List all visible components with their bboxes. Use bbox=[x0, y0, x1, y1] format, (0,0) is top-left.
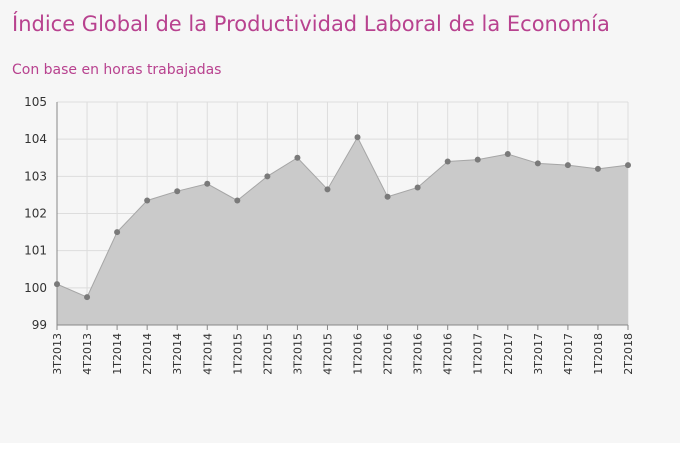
x-tick-label: 2T2014 bbox=[141, 333, 154, 375]
y-tick-label: 100 bbox=[24, 281, 47, 295]
y-tick-label: 105 bbox=[24, 95, 47, 109]
x-tick-label: 3T2015 bbox=[291, 333, 304, 375]
x-tick-label: 1T2016 bbox=[352, 333, 365, 375]
y-tick-label: 103 bbox=[24, 169, 47, 183]
axes bbox=[56, 102, 629, 330]
data-point bbox=[54, 281, 60, 288]
x-tick-label: 4T2014 bbox=[201, 333, 214, 375]
data-point bbox=[234, 197, 241, 204]
x-tick-label: 1T2018 bbox=[592, 333, 605, 375]
x-tick-label: 4T2016 bbox=[442, 333, 455, 375]
x-tick-label: 4T2017 bbox=[562, 333, 575, 375]
data-point bbox=[354, 134, 361, 141]
x-tick-label: 2T2018 bbox=[622, 333, 635, 375]
data-point bbox=[204, 180, 211, 187]
x-tick-label: 3T2016 bbox=[412, 333, 425, 375]
data-point bbox=[564, 162, 571, 169]
y-tick-label: 101 bbox=[24, 244, 47, 258]
data-point bbox=[594, 165, 601, 172]
data-point bbox=[264, 173, 271, 180]
x-tick-label: 4T2013 bbox=[81, 333, 94, 375]
data-point bbox=[84, 294, 91, 301]
y-tick-label: 102 bbox=[24, 207, 47, 221]
y-tick-label: 99 bbox=[32, 318, 47, 332]
x-axis-tick-labels: 3T2013 4T2013 1T2014 2T2014 3T2014 4T2014 1T20… bbox=[51, 333, 635, 375]
x-tick-label: 1T2017 bbox=[472, 333, 485, 375]
y-tick-label: 104 bbox=[24, 132, 47, 146]
data-point bbox=[504, 151, 511, 158]
x-tick-label: 1T2015 bbox=[231, 333, 244, 375]
x-tick-label: 2T2017 bbox=[502, 333, 515, 375]
chart-subtitle: Con base en horas trabajadas bbox=[12, 62, 222, 78]
data-point bbox=[144, 197, 151, 204]
data-points bbox=[54, 134, 631, 301]
x-tick-label: 1T2014 bbox=[111, 333, 124, 375]
x-tick-label: 2T2015 bbox=[261, 333, 274, 375]
data-point bbox=[414, 184, 421, 191]
chart-title: Índice Global de la Productividad Labora… bbox=[12, 12, 610, 36]
data-point bbox=[534, 160, 541, 167]
data-point bbox=[174, 188, 181, 195]
data-point bbox=[324, 186, 331, 193]
data-point bbox=[625, 162, 631, 169]
x-tick-label: 4T2015 bbox=[321, 333, 334, 375]
data-point bbox=[444, 158, 451, 165]
x-tick-label: 3T2017 bbox=[532, 333, 545, 375]
data-point bbox=[474, 156, 481, 163]
x-tick-label: 3T2014 bbox=[171, 333, 184, 375]
area-fill bbox=[57, 137, 628, 325]
x-tick-label: 3T2013 bbox=[51, 333, 64, 375]
data-point bbox=[384, 193, 391, 200]
series-line bbox=[56, 136, 629, 298]
data-point bbox=[114, 229, 121, 236]
data-point bbox=[294, 154, 301, 161]
x-tick-label: 2T2016 bbox=[382, 333, 395, 375]
y-axis-tick-labels: 99 100 101 102 103 104 105 bbox=[24, 95, 47, 332]
